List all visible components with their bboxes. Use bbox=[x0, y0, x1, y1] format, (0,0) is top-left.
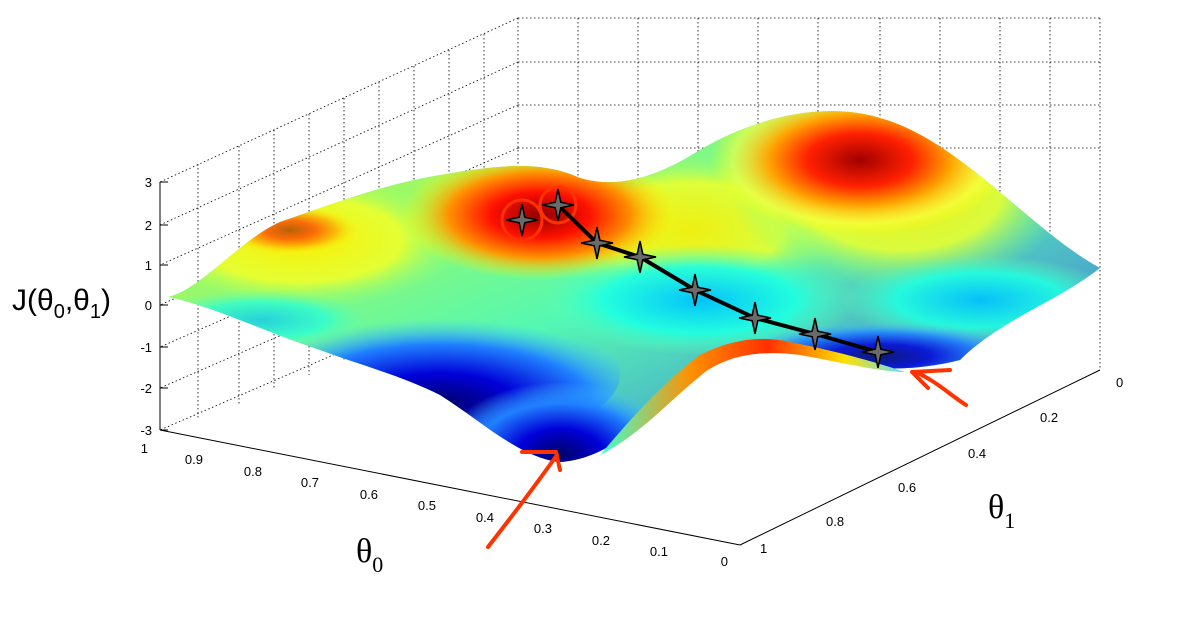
z-axis-ticks: 3 2 1 0 -1 -2 -3 bbox=[140, 175, 168, 438]
arrow-to-right-minimum bbox=[913, 370, 968, 407]
descent-step-marker bbox=[623, 240, 657, 274]
x-tick-label: 0.1 bbox=[650, 544, 668, 559]
x-tick-label: 0.3 bbox=[534, 521, 552, 536]
x-tick-label: 0.8 bbox=[244, 464, 262, 479]
x-tick-label: 0 bbox=[721, 554, 728, 569]
y-axis-ticks: 0 0.2 0.4 0.6 0.8 1 bbox=[760, 375, 1123, 556]
descent-step-marker bbox=[738, 301, 772, 335]
z-axis-close: ) bbox=[101, 284, 111, 317]
descent-step-marker bbox=[678, 273, 712, 307]
y-axis-title: θ1 bbox=[988, 489, 1015, 533]
gradient-descent-path bbox=[505, 188, 895, 369]
descent-step-marker bbox=[861, 335, 895, 369]
y-tick-label: 0.2 bbox=[1040, 410, 1058, 425]
start-point-circles bbox=[500, 185, 578, 242]
z-axis-title: J(θ0,θ1) bbox=[12, 284, 111, 323]
arrow-head-left bbox=[520, 450, 562, 472]
z-tick-label: 1 bbox=[145, 258, 152, 273]
z-axis-title-text: J(θ bbox=[12, 284, 54, 317]
y-tick-label: 0.8 bbox=[826, 514, 844, 529]
z-axis-sub: 1 bbox=[90, 301, 101, 323]
z-tick-label: 0 bbox=[145, 298, 152, 313]
minimum-arrows bbox=[486, 368, 968, 549]
descent-step-marker bbox=[505, 203, 539, 237]
y-tick-label: 0.6 bbox=[898, 480, 916, 495]
z-tick-label: -3 bbox=[140, 423, 152, 438]
arrow-head-right bbox=[910, 368, 952, 390]
x-tick-label: 0.4 bbox=[476, 510, 494, 525]
x-tick-label: 0.5 bbox=[418, 498, 436, 513]
descent-step-marker bbox=[580, 226, 614, 260]
x-tick-label: 0.2 bbox=[592, 533, 610, 548]
x-tick-label: 0.7 bbox=[301, 475, 319, 490]
z-tick-label: 2 bbox=[145, 218, 152, 233]
y-tick-label: 0.4 bbox=[968, 446, 986, 461]
descent-step-marker bbox=[798, 317, 832, 351]
x-axis-title: θ0 bbox=[356, 533, 383, 577]
z-axis-sub: 0 bbox=[54, 301, 65, 323]
descent-step-marker bbox=[541, 188, 575, 222]
cost-surface bbox=[168, 111, 1100, 463]
z-tick-label: 3 bbox=[145, 175, 152, 190]
y-tick-label: 0 bbox=[1116, 375, 1123, 390]
x-tick-label: 0.9 bbox=[185, 452, 203, 467]
x-tick-label: 0.6 bbox=[360, 487, 378, 502]
x-axis-ticks: 1 0.9 0.8 0.7 0.6 0.5 0.4 0.3 0.2 0.1 0 bbox=[141, 441, 728, 569]
z-tick-label: -1 bbox=[140, 340, 152, 355]
arrow-to-left-minimum bbox=[486, 453, 559, 549]
z-tick-label: -2 bbox=[140, 381, 152, 396]
x-tick-label: 1 bbox=[141, 441, 148, 456]
z-axis-comma: ,θ bbox=[65, 284, 90, 317]
y-tick-label: 1 bbox=[760, 541, 767, 556]
axes-box bbox=[159, 182, 1101, 546]
